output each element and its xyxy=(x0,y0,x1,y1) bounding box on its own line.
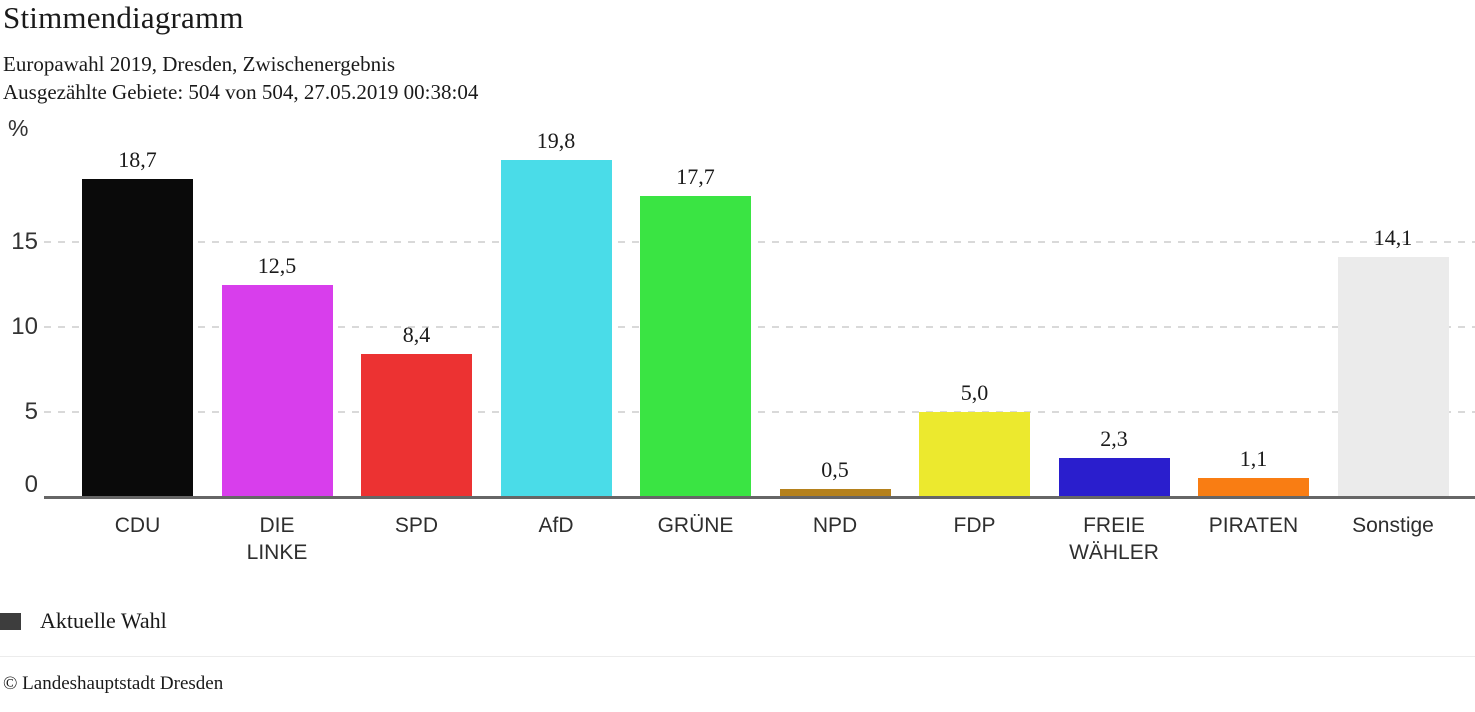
gridline-10 xyxy=(44,326,1475,328)
page-title: Stimmendiagramm xyxy=(3,0,244,35)
legend: Aktuelle Wahl xyxy=(0,608,167,634)
category-label-sonstige: Sonstige xyxy=(1352,514,1434,537)
bar-die-linke xyxy=(221,284,333,497)
y-tick-5: 5 xyxy=(24,398,38,425)
bar-value-afd: 19,8 xyxy=(536,128,576,154)
gridline-5 xyxy=(44,411,1475,413)
bar-value-sonstige: 14,1 xyxy=(1373,225,1413,251)
category-label-npd: NPD xyxy=(812,514,858,537)
category-label-afd: AfD xyxy=(538,514,574,537)
subtitle-election: Europawahl 2019, Dresden, Zwischenergebn… xyxy=(3,52,396,76)
bar-sonstige xyxy=(1337,257,1449,497)
y-tick-10: 10 xyxy=(11,313,38,340)
bar-value-spd: 8,4 xyxy=(402,322,431,348)
category-label-freie-w-hler: FREIE WÄHLER xyxy=(1069,514,1159,564)
bar-value-fdp: 5,0 xyxy=(960,380,989,405)
y-axis-unit-label: % xyxy=(8,115,29,141)
bar-cdu xyxy=(82,179,193,497)
bar-value-die-linke: 12,5 xyxy=(257,252,297,278)
category-label-piraten: PIRATEN xyxy=(1208,514,1299,537)
bar-value-npd: 0,5 xyxy=(821,456,849,482)
bar-value-gr-ne: 17,7 xyxy=(676,164,715,190)
bar-value-freie-w-hler: 2,3 xyxy=(1100,425,1128,451)
bar-freie-w-hler xyxy=(1058,457,1170,497)
bar-spd xyxy=(361,354,472,497)
y-tick-15: 15 xyxy=(11,228,38,255)
bar-gr-ne xyxy=(640,196,751,497)
category-label-gr-ne: GRÜNE xyxy=(657,514,734,537)
category-label-spd: SPD xyxy=(394,514,439,537)
y-tick-0: 0 xyxy=(24,471,38,498)
copyright-notice: © Landeshauptstadt Dresden xyxy=(3,673,224,694)
subtitle-counted-districts: Ausgezählte Gebiete: 504 von 504, 27.05.… xyxy=(3,80,479,104)
footer-divider xyxy=(0,656,1475,657)
bar-piraten xyxy=(1198,478,1309,497)
bar-npd xyxy=(779,488,891,497)
legend-label: Aktuelle Wahl xyxy=(40,608,167,633)
x-axis-line xyxy=(44,496,1475,499)
bar-value-cdu: 18,7 xyxy=(118,147,157,173)
bar-fdp xyxy=(919,412,1030,497)
category-label-die-linke: DIE LINKE xyxy=(246,514,308,564)
bar-afd xyxy=(500,160,612,497)
category-label-fdp: FDP xyxy=(953,514,996,537)
legend-swatch xyxy=(0,612,21,630)
bar-value-piraten: 1,1 xyxy=(1239,446,1268,472)
category-label-cdu: CDU xyxy=(114,514,161,537)
gridline-15 xyxy=(44,241,1475,243)
